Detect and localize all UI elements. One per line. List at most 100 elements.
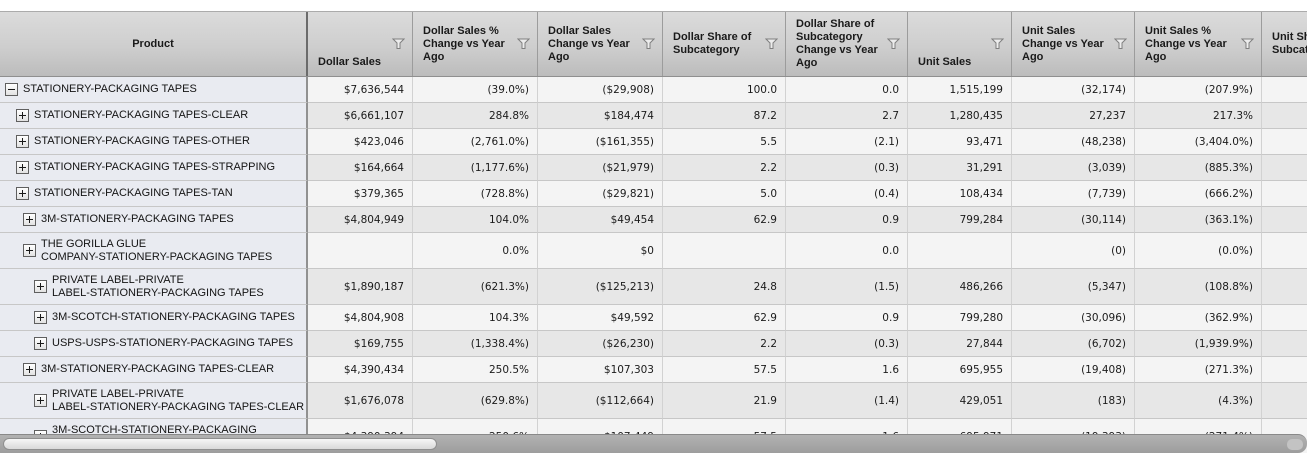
filter-funnel-icon[interactable] (990, 38, 1005, 50)
cell-unit-sales-change-vs-year-ago: (0) (1012, 233, 1135, 269)
expand-plus-icon[interactable] (23, 213, 36, 226)
cell-unit-sales-change-vs-year-ago: (7,739) (1012, 181, 1135, 207)
table-row[interactable]: PRIVATE LABEL-PRIVATE LABEL-STATIONERY-PA… (0, 383, 1307, 419)
header-cell-unit-sales-pct-change-vs-year-ago[interactable]: Unit Sales % Change vs Year Ago (1135, 12, 1262, 76)
table-row[interactable]: THE GORILLA GLUE COMPANY-STATIONERY-PACKA… (0, 233, 1307, 269)
expand-plus-icon[interactable] (34, 337, 47, 350)
cell-dollar-share-of-subcategory: 87.2 (663, 103, 786, 129)
table-row[interactable]: STATIONERY-PACKAGING TAPES $7,636,544 (39.… (0, 77, 1307, 103)
cell-dollar-share-of-subcategory: 5.5 (663, 129, 786, 155)
cell-unit-sales: 695,955 (908, 357, 1012, 383)
product-cell: THE GORILLA GLUE COMPANY-STATIONERY-PACKA… (0, 233, 308, 269)
product-label: PRIVATE LABEL-PRIVATE LABEL-STATIONERY-PA… (52, 387, 305, 413)
cell-unit-sales-pct-change-vs-year-ago: 217.3% (1135, 103, 1262, 129)
cell-dollar-sales-change-vs-year-ago: $107,303 (538, 357, 663, 383)
cell-dollar-sales-pct-change-vs-year-ago: 0.0% (413, 233, 538, 269)
table-row[interactable]: STATIONERY-PACKAGING TAPES-TAN $379,365 (7… (0, 181, 1307, 207)
cell-dollar-sales: $4,390,434 (308, 357, 413, 383)
table-row[interactable]: 3M-SCOTCH-STATIONERY-PACKAGING TAPES $4,8… (0, 305, 1307, 331)
expand-plus-icon[interactable] (34, 311, 47, 324)
header-cell-dollar-share-of-subcategory[interactable]: Dollar Share of Subcategory (663, 12, 786, 76)
product-cell: 3M-STATIONERY-PACKAGING TAPES (0, 207, 308, 233)
table-row[interactable]: STATIONERY-PACKAGING TAPES-CLEAR $6,661,1… (0, 103, 1307, 129)
cell-dollar-share-of-subcategory-change-vs-year-ago: 0.9 (786, 305, 908, 331)
cell-unit-share-of-subcategory (1262, 207, 1307, 233)
header-label: Unit Sales % Change vs Year Ago (1145, 24, 1227, 63)
cell-unit-sales: 799,280 (908, 305, 1012, 331)
cell-unit-sales: 27,844 (908, 331, 1012, 357)
header-cell-unit-sales-change-vs-year-ago[interactable]: Unit Sales Change vs Year Ago (1012, 12, 1135, 76)
product-cell: 3M-SCOTCH-STATIONERY-PACKAGING TAPES (0, 305, 308, 331)
table-row[interactable]: USPS-USPS-STATIONERY-PACKAGING TAPES $169… (0, 331, 1307, 357)
filter-funnel-icon[interactable] (1113, 38, 1128, 50)
product-label: STATIONERY-PACKAGING TAPES-CLEAR (34, 109, 249, 121)
cell-dollar-share-of-subcategory-change-vs-year-ago: (0.4) (786, 181, 908, 207)
filter-funnel-icon[interactable] (886, 38, 901, 50)
expand-plus-icon[interactable] (16, 109, 29, 122)
cell-unit-sales-change-vs-year-ago: (32,174) (1012, 77, 1135, 103)
product-cell: STATIONERY-PACKAGING TAPES-CLEAR (0, 103, 308, 129)
horizontal-scrollbar-end-cap (1287, 439, 1303, 450)
cell-dollar-sales: $423,046 (308, 129, 413, 155)
header-cell-product[interactable]: Product (0, 12, 308, 76)
table-row[interactable]: STATIONERY-PACKAGING TAPES-STRAPPING $164… (0, 155, 1307, 181)
cell-dollar-share-of-subcategory-change-vs-year-ago: 2.7 (786, 103, 908, 129)
expand-plus-icon[interactable] (16, 187, 29, 200)
product-label: STATIONERY-PACKAGING TAPES-OTHER (34, 135, 250, 147)
table-header-row: Product Dollar Sales Dollar Sales % Change… (0, 11, 1307, 77)
cell-dollar-sales: $6,661,107 (308, 103, 413, 129)
expand-plus-icon[interactable] (34, 394, 47, 407)
filter-funnel-icon[interactable] (1240, 38, 1255, 50)
header-label: Dollar Share of Subcategory (673, 31, 752, 56)
horizontal-scrollbar-thumb[interactable] (3, 438, 437, 450)
cell-unit-share-of-subcategory (1262, 181, 1307, 207)
cell-unit-sales-change-vs-year-ago: (183) (1012, 383, 1135, 419)
product-label: THE GORILLA GLUE COMPANY-STATIONERY-PACKA… (41, 237, 273, 263)
cell-unit-share-of-subcategory (1262, 129, 1307, 155)
filter-funnel-icon[interactable] (391, 38, 406, 50)
cell-dollar-share-of-subcategory (663, 233, 786, 269)
header-label: Dollar Sales Change vs Year Ago (548, 24, 630, 63)
header-cell-dollar-share-of-subcategory-change-vs-year-ago[interactable]: Dollar Share of Subcategory Change vs Ye… (786, 12, 908, 76)
cell-unit-sales-change-vs-year-ago: (5,347) (1012, 269, 1135, 305)
table-row[interactable]: 3M-STATIONERY-PACKAGING TAPES-CLEAR $4,39… (0, 357, 1307, 383)
cell-unit-share-of-subcategory (1262, 77, 1307, 103)
header-cell-dollar-sales-change-vs-year-ago[interactable]: Dollar Sales Change vs Year Ago (538, 12, 663, 76)
cell-unit-sales-pct-change-vs-year-ago: (0.0%) (1135, 233, 1262, 269)
filter-funnel-icon[interactable] (516, 38, 531, 50)
cell-unit-sales-change-vs-year-ago: (30,114) (1012, 207, 1135, 233)
cell-dollar-sales-pct-change-vs-year-ago: (1,177.6%) (413, 155, 538, 181)
cell-dollar-sales: $1,676,078 (308, 383, 413, 419)
cell-dollar-sales-pct-change-vs-year-ago: (1,338.4%) (413, 331, 538, 357)
table-row[interactable]: PRIVATE LABEL-PRIVATE LABEL-STATIONERY-PA… (0, 269, 1307, 305)
filter-funnel-icon[interactable] (764, 38, 779, 50)
cell-dollar-sales-change-vs-year-ago: ($29,908) (538, 77, 663, 103)
cell-unit-sales-change-vs-year-ago: (30,096) (1012, 305, 1135, 331)
header-label: Dollar Sales % Change vs Year Ago (423, 24, 505, 63)
expand-plus-icon[interactable] (16, 135, 29, 148)
cell-dollar-share-of-subcategory-change-vs-year-ago: 1.6 (786, 357, 908, 383)
header-label: Unit Sales Change vs Year Ago (1022, 24, 1104, 63)
table-row[interactable]: STATIONERY-PACKAGING TAPES-OTHER $423,046… (0, 129, 1307, 155)
header-cell-unit-share-of-subcategory[interactable]: Unit Share of Subcategory (1262, 12, 1307, 76)
header-cell-unit-sales[interactable]: Unit Sales (908, 12, 1012, 76)
product-label: 3M-STATIONERY-PACKAGING TAPES-CLEAR (41, 363, 275, 375)
cell-dollar-sales-pct-change-vs-year-ago: (629.8%) (413, 383, 538, 419)
table-row[interactable]: 3M-STATIONERY-PACKAGING TAPES $4,804,949 1… (0, 207, 1307, 233)
cell-dollar-share-of-subcategory-change-vs-year-ago: 0.0 (786, 77, 908, 103)
cell-dollar-share-of-subcategory-change-vs-year-ago: (1.4) (786, 383, 908, 419)
footer-whitespace (0, 453, 1307, 460)
header-label: Product (132, 37, 174, 50)
horizontal-scrollbar[interactable] (0, 434, 1307, 453)
expand-plus-icon[interactable] (23, 363, 36, 376)
cell-dollar-sales: $164,664 (308, 155, 413, 181)
cell-unit-share-of-subcategory (1262, 103, 1307, 129)
expand-plus-icon[interactable] (34, 280, 47, 293)
collapse-minus-icon[interactable] (5, 83, 18, 96)
header-cell-dollar-sales[interactable]: Dollar Sales (308, 12, 413, 76)
header-cell-dollar-sales-pct-change-vs-year-ago[interactable]: Dollar Sales % Change vs Year Ago (413, 12, 538, 76)
expand-plus-icon[interactable] (23, 244, 36, 257)
filter-funnel-icon[interactable] (641, 38, 656, 50)
cell-dollar-sales-pct-change-vs-year-ago: (621.3%) (413, 269, 538, 305)
expand-plus-icon[interactable] (16, 161, 29, 174)
